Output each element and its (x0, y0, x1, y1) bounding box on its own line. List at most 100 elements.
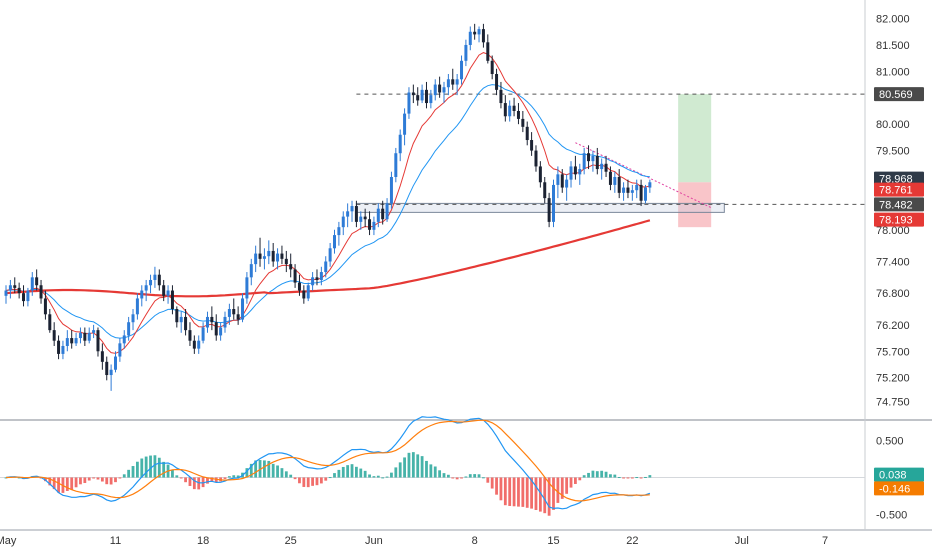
candle-body (96, 330, 100, 352)
candle-body (516, 110, 520, 119)
candle-body (481, 29, 485, 43)
histogram-bar (644, 476, 647, 478)
histogram-bar (157, 457, 161, 478)
histogram-bar (582, 475, 586, 478)
histogram-bar (547, 477, 551, 516)
histogram-bar (648, 475, 652, 478)
candle-body (127, 322, 131, 336)
histogram-bar (210, 477, 214, 482)
x-tick-label: 18 (197, 535, 209, 547)
candle-body (587, 153, 591, 162)
candle-body (477, 29, 481, 35)
histogram-bar (626, 477, 630, 479)
histogram-bar (398, 462, 402, 478)
candle-body (289, 264, 293, 270)
price-badge: 78.761 (879, 185, 913, 197)
histogram-bar (503, 477, 507, 506)
histogram-bar (109, 477, 113, 485)
candle-body (468, 31, 472, 45)
candle-body (403, 113, 407, 135)
x-tick-label: 7 (822, 535, 828, 547)
candle-body (74, 338, 78, 344)
candle-body (604, 163, 608, 172)
candle-body (490, 60, 494, 75)
candle-body (552, 184, 555, 222)
candle-body (350, 206, 354, 212)
candle-body (451, 79, 455, 85)
histogram-bar (495, 477, 498, 495)
price-badges: 80.56978.96878.76178.48278.1930.038-0.14… (874, 87, 924, 496)
histogram-bar (578, 477, 582, 481)
histogram-bar (70, 477, 74, 490)
histogram-bar (591, 470, 595, 478)
histogram-bar (149, 455, 152, 478)
histogram-bar (595, 471, 599, 478)
candle-body (508, 105, 512, 117)
price-badge-bg (874, 182, 924, 197)
histogram-bar (136, 461, 139, 478)
y-tick-label: 82.000 (876, 14, 910, 26)
candle-body (262, 256, 266, 259)
histogram-bar (289, 474, 293, 478)
osc-y-tick-label: 0.500 (876, 435, 904, 447)
histogram-bar (140, 458, 144, 478)
candle-body (241, 298, 245, 320)
candle-body (635, 184, 639, 191)
candle-body (608, 171, 612, 185)
candle-body (245, 277, 249, 299)
histogram-bar (490, 477, 494, 489)
candle-body (543, 182, 547, 199)
osc-badge: -0.146 (879, 483, 910, 495)
candle-body (499, 89, 503, 104)
candle-body (455, 79, 459, 85)
histogram-bar (337, 469, 341, 478)
candle-body (280, 253, 284, 259)
candle-body (643, 187, 647, 201)
candle-body (170, 290, 174, 310)
candle-body (276, 253, 280, 262)
price-badge: 78.193 (879, 215, 913, 227)
y-tick-label: 79.500 (876, 146, 910, 158)
histogram-bar (175, 475, 179, 478)
histogram-bar (525, 477, 529, 508)
histogram-bar (517, 477, 520, 507)
histogram-bar (341, 466, 345, 478)
x-tick-label: 15 (547, 535, 559, 547)
candle-body (354, 206, 358, 222)
x-tick-label: 8 (472, 535, 478, 547)
histogram-bar (227, 476, 231, 478)
histogram-bar (635, 477, 639, 479)
histogram-bar (521, 477, 525, 507)
candle-body (442, 87, 446, 93)
candle-body (87, 332, 91, 341)
histogram-bar (214, 477, 218, 483)
candle-body (385, 203, 389, 220)
histogram-bar (587, 472, 590, 478)
histogram-bar (17, 477, 21, 479)
price-badge-bg (874, 87, 924, 102)
osc-badge-bg (874, 467, 924, 482)
candle-body (530, 140, 534, 151)
candle-body (227, 309, 231, 317)
histogram-bar (306, 477, 310, 488)
candle-body (381, 208, 385, 220)
candle-body (205, 316, 209, 328)
candle-body (297, 282, 301, 291)
histogram-bar (302, 477, 306, 487)
candle-body (258, 253, 262, 259)
candle-body (100, 351, 104, 362)
position-zones (355, 94, 725, 228)
candle-body (201, 327, 205, 341)
histogram-bar (328, 477, 332, 479)
candle-body (446, 79, 450, 88)
histogram-bar (473, 474, 477, 478)
candle-body (547, 198, 551, 222)
histogram-bar (538, 477, 542, 512)
histogram-bar (486, 477, 490, 483)
candle-body (556, 174, 560, 185)
histogram-bar (162, 461, 166, 478)
histogram-bar (188, 477, 192, 486)
ema-fast-line (5, 52, 651, 354)
